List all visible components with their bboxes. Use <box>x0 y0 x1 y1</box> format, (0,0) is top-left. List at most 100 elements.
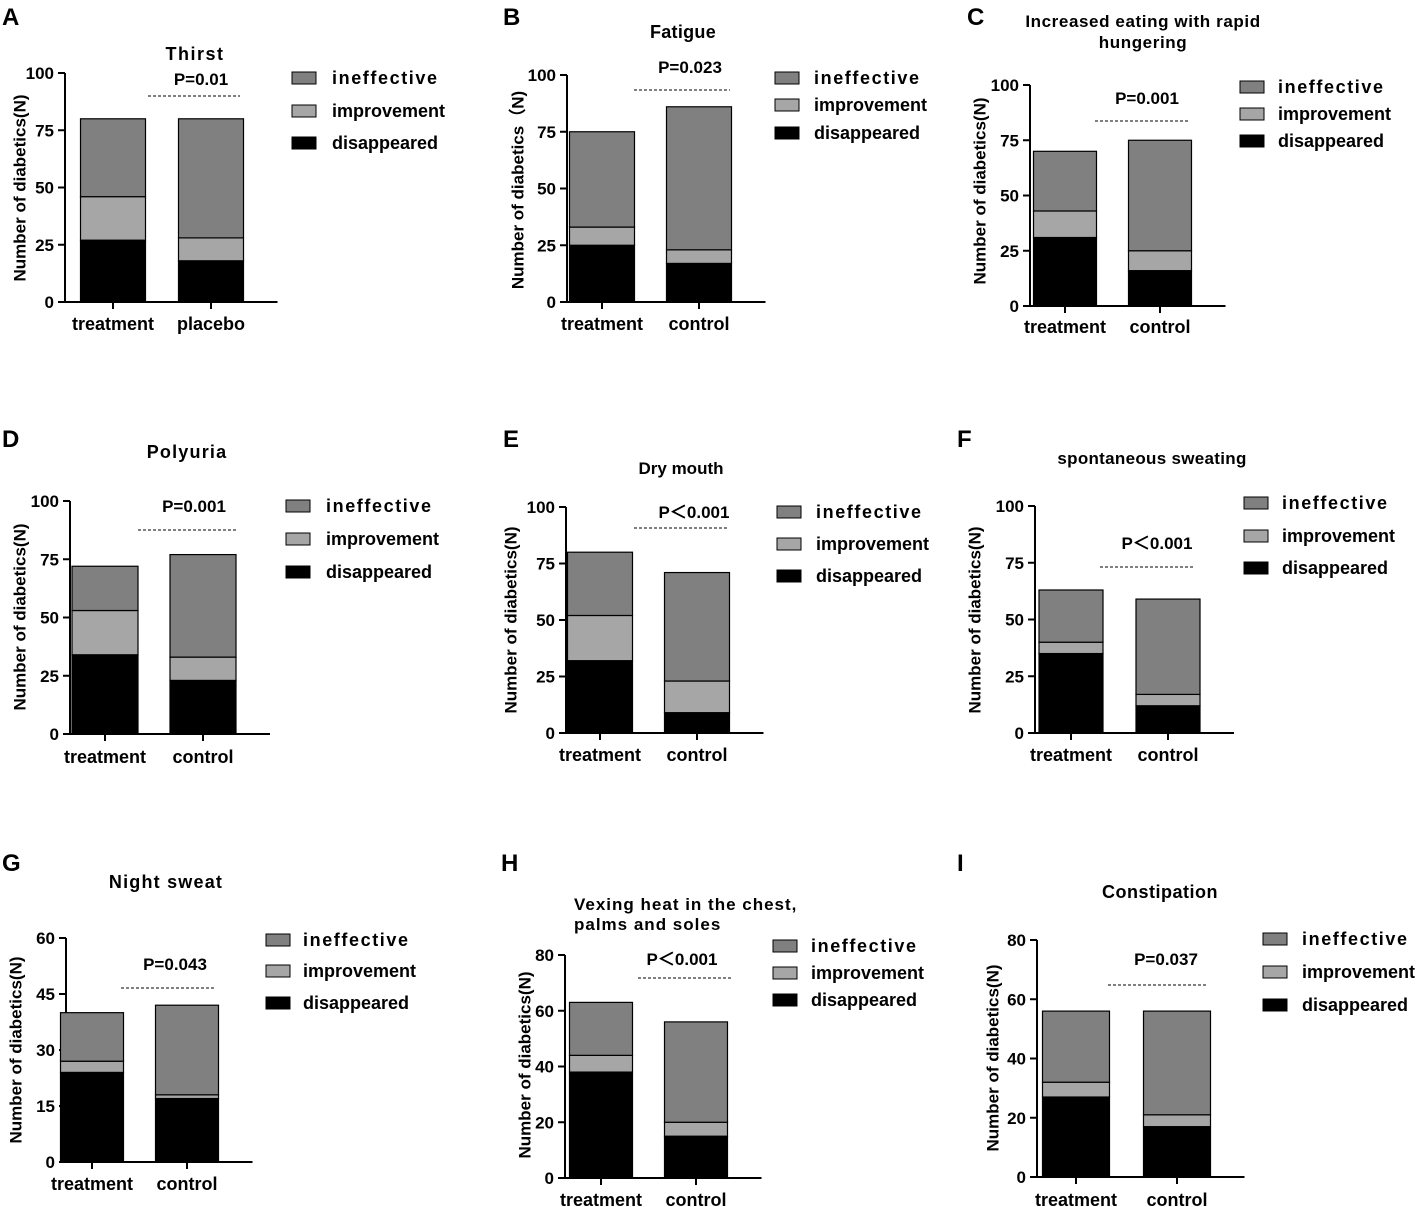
bar-segment-ineffective <box>1038 589 1104 643</box>
legend-swatch-improvement <box>1243 529 1269 543</box>
legend-label-ineffective: ineffective <box>1278 77 1385 97</box>
legend-label-disappeared: disappeared <box>303 993 409 1013</box>
bar-segment-improvement <box>665 249 733 265</box>
chart-title: Vexing heat in the chest, palms and soles <box>574 895 797 934</box>
panel-label: H <box>501 850 518 877</box>
legend-swatch-ineffective <box>291 71 317 85</box>
p-value: P=0.001 <box>1115 89 1179 108</box>
chart-title: spontaneous sweating <box>1057 449 1246 468</box>
panel-label: F <box>957 426 972 453</box>
y-tick-label: 40 <box>535 1058 554 1077</box>
bar-segment-ineffective <box>568 1001 634 1056</box>
y-tick-label: 25 <box>1005 667 1024 686</box>
y-tick-label: 50 <box>1005 611 1024 630</box>
bar-segment-improvement <box>568 226 636 246</box>
chart-panel-h: H Vexing heat in the chest, palms and sole… <box>501 850 924 1207</box>
p-value: P=0.01 <box>174 70 228 89</box>
bar-segment-improvement <box>566 614 634 662</box>
bar-segment-ineffective <box>1032 150 1098 212</box>
y-axis-label: Number of diabetics(N) <box>966 526 985 713</box>
y-tick-label: 25 <box>1000 242 1019 261</box>
y-tick-label: 75 <box>1005 554 1024 573</box>
bar-segment-improvement <box>59 1060 125 1073</box>
legend-label-disappeared: disappeared <box>1282 558 1388 578</box>
legend-swatch-ineffective <box>1262 932 1288 946</box>
x-tick-label: control <box>666 1190 727 1207</box>
chart-title-line: Thirst <box>165 44 224 64</box>
panel-label: E <box>503 426 519 453</box>
legend-swatch-disappeared <box>1239 134 1265 148</box>
bar-segment-disappeared <box>1135 705 1201 734</box>
legend-swatch-disappeared <box>774 126 800 140</box>
y-tick-label: 100 <box>528 66 556 85</box>
x-tick-label: treatment <box>560 1190 642 1207</box>
legend-label-ineffective: ineffective <box>1282 493 1389 513</box>
bar-segment-improvement <box>663 1121 729 1137</box>
legend-label-improvement: improvement <box>1282 526 1395 546</box>
bar-segment-improvement <box>177 237 245 262</box>
y-tick-label: 40 <box>1007 1050 1026 1069</box>
panel-label: I <box>957 850 964 877</box>
x-tick-label: control <box>1130 317 1191 337</box>
bar-segment-improvement <box>169 656 237 682</box>
y-tick-label: 30 <box>36 1041 55 1060</box>
bar-segment-disappeared <box>1041 1096 1111 1178</box>
y-tick-label: 0 <box>1015 724 1024 743</box>
legend-label-disappeared: disappeared <box>814 123 920 143</box>
legend-swatch-ineffective <box>772 939 798 953</box>
legend-swatch-improvement <box>776 537 802 551</box>
y-tick-label: 25 <box>536 668 555 687</box>
legend-swatch-disappeared <box>772 993 798 1007</box>
bar-segment-ineffective <box>79 118 147 198</box>
chart-panel-d: D Polyuria P=0.001 Number of diabetics(N) 0 2… <box>2 426 439 767</box>
legend-swatch-improvement <box>285 532 311 546</box>
y-axis-label: Number of diabetics(N) <box>984 964 1003 1151</box>
bar-segment-improvement <box>1142 1114 1212 1128</box>
legend-label-ineffective: ineffective <box>303 930 410 950</box>
chart-title: Polyuria <box>147 442 228 462</box>
y-axis-label: Number of diabetics(N) <box>11 94 30 281</box>
bar-segment-improvement <box>1127 250 1193 272</box>
x-tick-label: treatment <box>1024 317 1106 337</box>
y-axis-label: Number of diabetics(N) <box>971 97 990 284</box>
y-tick-label: 0 <box>1017 1168 1026 1187</box>
bar-segment-disappeared <box>568 1071 634 1179</box>
y-tick-label: 75 <box>1000 131 1019 150</box>
y-tick-label: 25 <box>35 236 54 255</box>
chart-title-line: Fatigue <box>650 22 716 42</box>
legend-label-disappeared: disappeared <box>332 133 438 153</box>
y-tick-label: 0 <box>546 724 555 743</box>
legend-swatch-ineffective <box>1243 496 1269 510</box>
legend-swatch-disappeared <box>285 565 311 579</box>
bar-segment-disappeared <box>59 1071 125 1163</box>
chart-title-line: Polyuria <box>147 442 228 462</box>
y-tick-label: 100 <box>527 498 555 517</box>
bar-segment-improvement <box>1041 1081 1111 1098</box>
legend-swatch-disappeared <box>265 996 291 1010</box>
legend-label-improvement: improvement <box>814 95 927 115</box>
y-tick-label: 100 <box>996 497 1024 516</box>
legend-swatch-ineffective <box>285 499 311 513</box>
y-tick-label: 80 <box>1007 931 1026 950</box>
x-tick-label: control <box>1147 1190 1208 1207</box>
legend-swatch-ineffective <box>265 933 291 947</box>
legend-label-ineffective: ineffective <box>1302 929 1409 949</box>
bar-segment-ineffective <box>1135 598 1201 696</box>
legend-swatch-improvement <box>774 98 800 112</box>
legend-label-improvement: improvement <box>1302 962 1415 982</box>
bar-segment-disappeared <box>1127 270 1193 307</box>
y-tick-label: 80 <box>535 946 554 965</box>
y-tick-label: 50 <box>537 180 556 199</box>
bar-segment-improvement <box>568 1054 634 1073</box>
y-tick-label: 25 <box>537 236 556 255</box>
legend-label-disappeared: disappeared <box>1302 995 1408 1015</box>
panel-label: B <box>503 4 520 31</box>
bar-segment-ineffective <box>566 551 634 617</box>
chart-title-line: Vexing heat in the chest, <box>574 895 797 914</box>
legend-label-ineffective: ineffective <box>811 936 918 956</box>
x-tick-label: control <box>667 745 728 765</box>
bar-segment-ineffective <box>169 553 237 658</box>
chart-panel-a: A Thirst P=0.01 Number of diabetics(N) 0 25 50… <box>2 4 445 334</box>
bar-segment-improvement <box>1038 641 1104 655</box>
